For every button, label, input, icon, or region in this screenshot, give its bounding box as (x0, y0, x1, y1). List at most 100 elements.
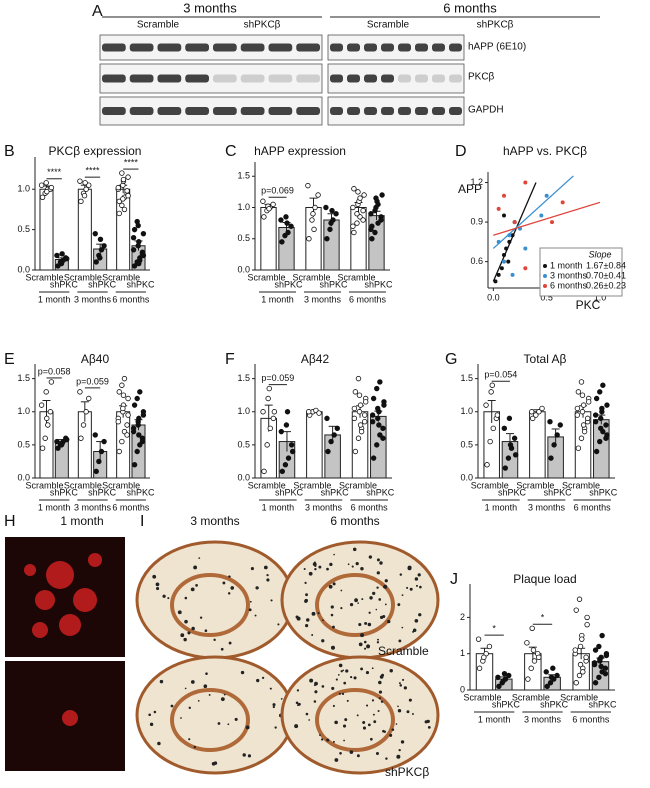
plaque-dot (272, 703, 276, 707)
plaque-dot (193, 565, 198, 570)
data-point (530, 647, 537, 653)
data-point (285, 455, 292, 461)
data-point (578, 435, 585, 441)
plaque-spot (62, 710, 78, 726)
data-point (357, 422, 364, 428)
plaque-spot (46, 561, 74, 589)
data-point (284, 409, 291, 415)
y-tick-label: 1.2 (470, 177, 483, 187)
category-label: Scramble (102, 272, 140, 282)
y-tick-label: 1.5 (460, 373, 473, 383)
blot-band (449, 107, 462, 115)
plaque-dot (266, 578, 270, 582)
y-tick-label: 0.9 (470, 216, 483, 226)
data-point (139, 438, 146, 445)
data-point (356, 409, 363, 415)
bar (39, 188, 54, 271)
y-tick-label: 1.5 (237, 373, 250, 383)
plaque-dot (408, 698, 412, 702)
plaque-dot (249, 600, 252, 603)
data-point (603, 422, 609, 428)
data-point (43, 180, 49, 186)
data-point (512, 452, 519, 458)
blot-band (268, 107, 293, 115)
blot-row-label: GAPDH (468, 105, 504, 116)
data-point (38, 402, 45, 408)
data-point (44, 188, 50, 195)
plaque-dot (199, 616, 203, 619)
data-point (533, 412, 539, 418)
category-label: Scramble (64, 480, 102, 490)
blot-band (398, 43, 411, 52)
data-point (288, 442, 295, 448)
data-point (370, 395, 377, 402)
data-point (78, 435, 84, 441)
blot-band (185, 74, 209, 83)
blot-period: 3 months (183, 0, 237, 15)
legend-marker (543, 274, 547, 278)
category-label: shPKC (540, 699, 569, 709)
group-label: 6 months (349, 294, 387, 304)
data-point (101, 243, 107, 249)
plaque-dot (240, 670, 245, 675)
data-point (125, 174, 131, 180)
data-point (351, 229, 357, 236)
category-label: shPKC (88, 487, 117, 497)
data-point (506, 415, 513, 422)
data-point (358, 428, 365, 435)
plaque-dot (334, 758, 339, 762)
data-point (488, 389, 494, 395)
data-point (577, 643, 584, 650)
data-point (528, 665, 534, 671)
plaque-dot (366, 644, 371, 649)
y-axis-label: APP (458, 182, 482, 196)
data-point (140, 412, 147, 418)
plaque-dot (395, 723, 398, 725)
data-point (579, 392, 586, 398)
plaque-dot (180, 717, 182, 719)
plaque-dot (342, 724, 347, 728)
plaque-dot (227, 592, 231, 595)
plaque-spot (24, 564, 36, 576)
data-point (78, 198, 84, 205)
data-point (354, 220, 360, 226)
plaque-dot (398, 639, 402, 643)
data-point (500, 678, 506, 684)
data-point (315, 192, 321, 198)
plaque-dot (320, 738, 324, 741)
data-point (266, 206, 272, 212)
plaque-dot (365, 704, 369, 707)
plaque-dot (340, 589, 343, 592)
data-point (583, 654, 589, 661)
plaque-dot (415, 584, 418, 587)
plaque-dot (195, 584, 198, 587)
plaque-dot (228, 575, 231, 578)
plaque-dot (297, 704, 300, 707)
data-point (604, 432, 610, 438)
data-point (48, 379, 55, 385)
data-point (116, 448, 122, 455)
significance-label: p=0.058 (38, 366, 71, 376)
category-label: Scramble (25, 480, 63, 490)
category-label: Scramble (512, 692, 550, 702)
plaque-dot (311, 634, 314, 636)
data-point (596, 643, 602, 650)
y-tick-label: 1.5 (237, 171, 250, 181)
data-point (130, 425, 137, 432)
blot-band (449, 43, 462, 52)
group-label: 6 months (574, 502, 612, 512)
data-point (54, 438, 60, 445)
plaque-dot (362, 726, 367, 730)
data-point (77, 178, 83, 184)
legend-title: Slope (588, 249, 611, 259)
scatter-point (510, 233, 515, 238)
data-point (379, 192, 385, 198)
data-point (261, 468, 267, 475)
data-point (136, 260, 142, 267)
chart-title: Plaque load (513, 572, 576, 586)
data-point (377, 379, 383, 385)
significance-label: * (541, 613, 545, 623)
data-point (267, 425, 273, 432)
data-point (539, 405, 545, 412)
plaque-dot (270, 599, 273, 602)
